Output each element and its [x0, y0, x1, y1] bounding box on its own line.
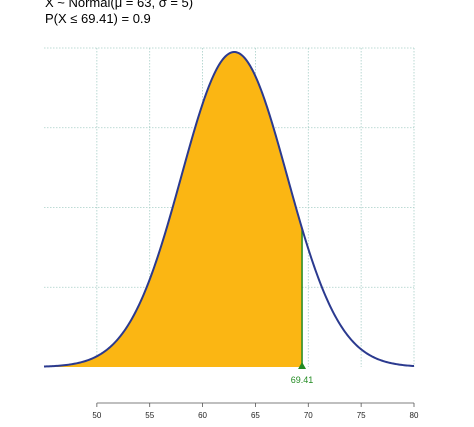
- x-tick-label-60: 60: [198, 411, 207, 420]
- chart-title-distribution: X ~ Normal(μ = 63, σ = 5): [45, 0, 194, 10]
- x-tick-label-65: 65: [251, 411, 260, 420]
- x-tick-label-70: 70: [304, 411, 313, 420]
- density-curve: [43, 51, 415, 368]
- x-tick-label-75: 75: [357, 411, 366, 420]
- x-tick-label-55: 55: [145, 411, 154, 420]
- x-axis: 50 55 60 65 70 75 80: [92, 402, 419, 420]
- marker-label: 69.41: [291, 375, 314, 385]
- chart-title-probability: P(X ≤ 69.41) = 0.9: [45, 11, 151, 26]
- x-tick-label-80: 80: [410, 411, 419, 420]
- marker-triangle: [298, 362, 307, 369]
- x-tick-label-50: 50: [92, 411, 101, 420]
